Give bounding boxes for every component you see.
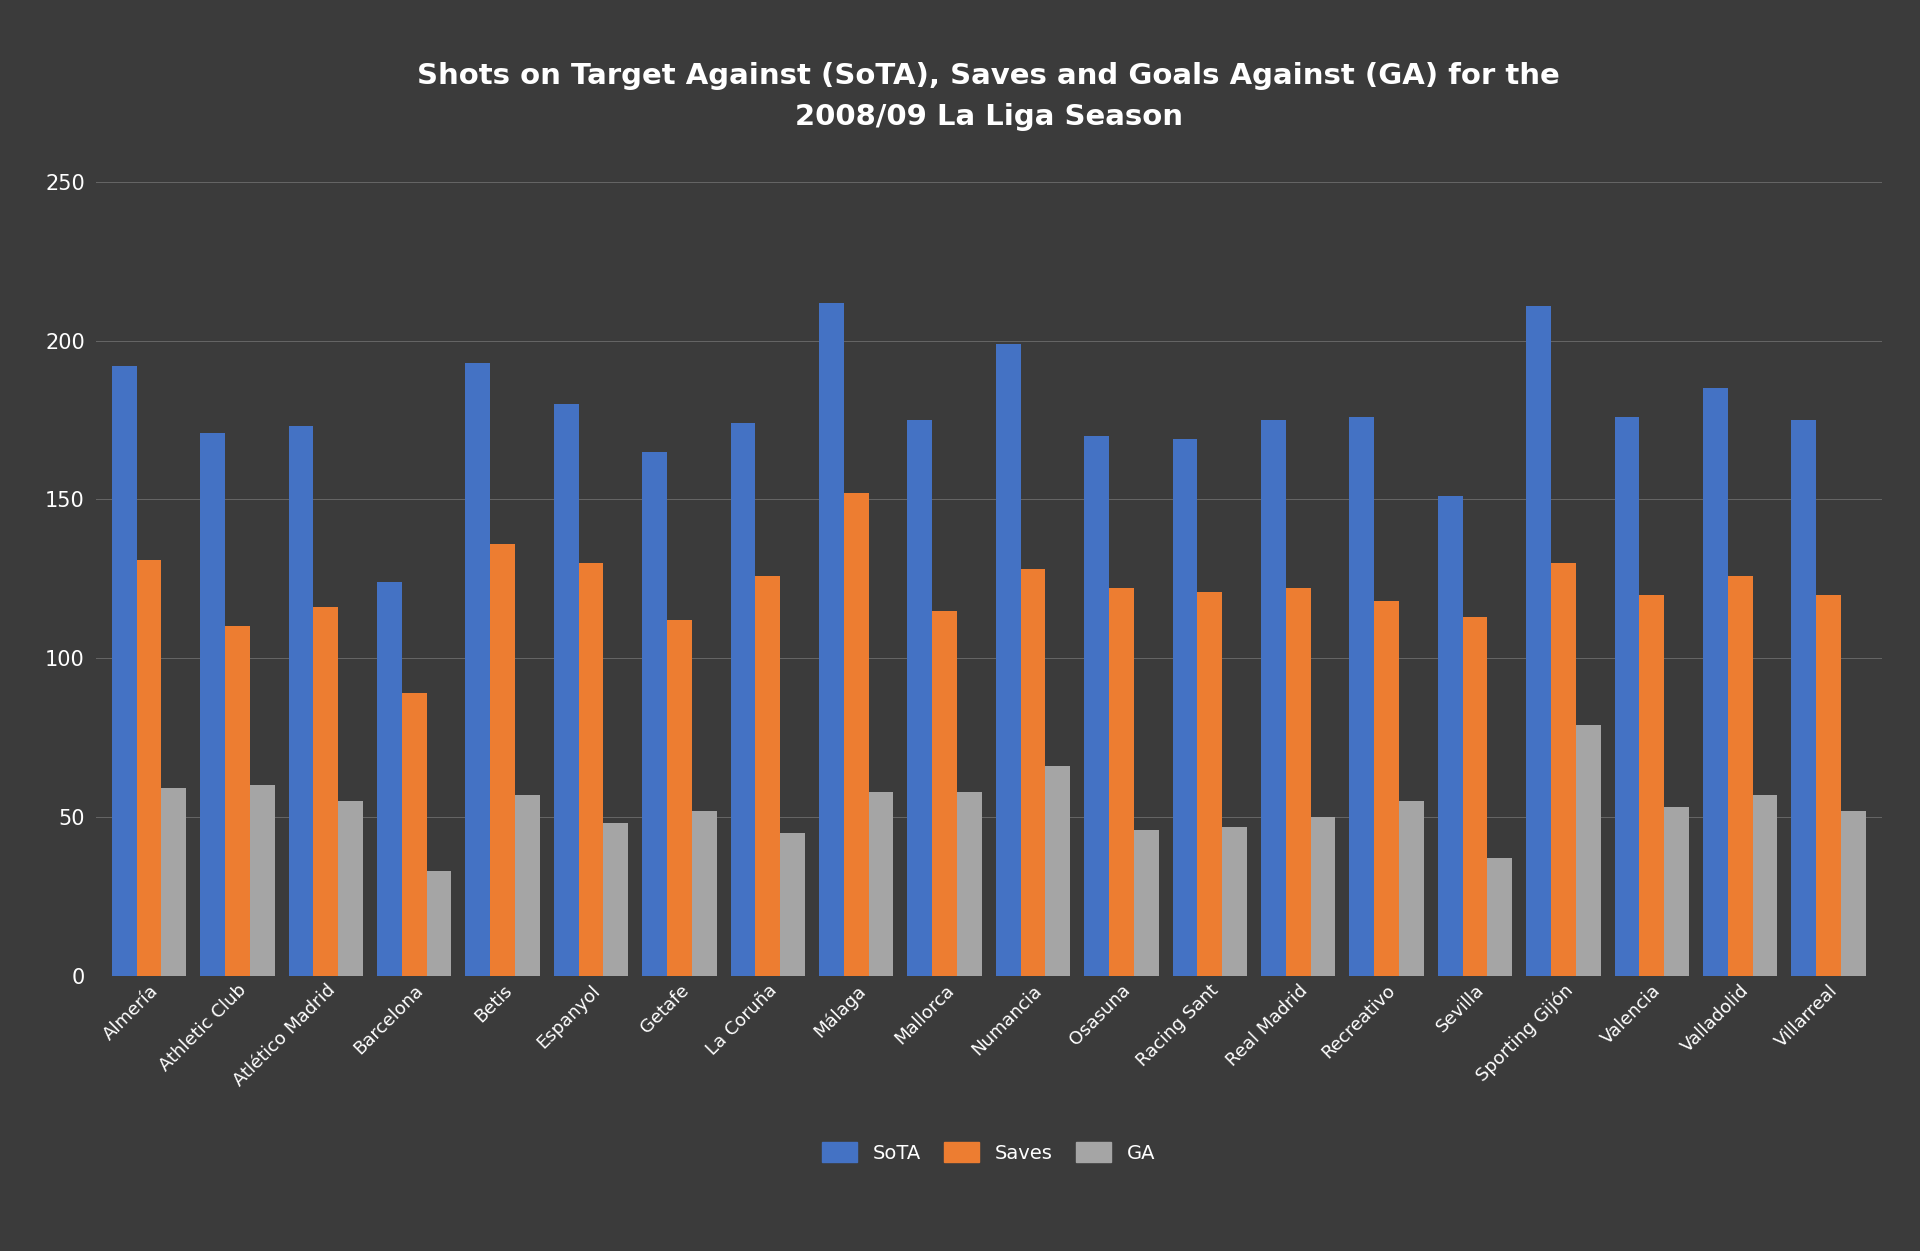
Bar xyxy=(578,563,603,976)
Bar xyxy=(1311,817,1334,976)
Bar xyxy=(1526,305,1551,976)
Bar xyxy=(1173,439,1198,976)
Bar xyxy=(1665,807,1690,976)
Bar xyxy=(250,786,275,976)
Bar xyxy=(1728,575,1753,976)
Bar xyxy=(1615,417,1640,976)
Bar xyxy=(1551,563,1576,976)
Bar xyxy=(868,792,893,976)
Bar xyxy=(515,794,540,976)
Bar xyxy=(1044,766,1069,976)
Bar xyxy=(1816,594,1841,976)
Bar xyxy=(691,811,716,976)
Bar xyxy=(338,801,363,976)
Bar xyxy=(1791,420,1816,976)
Bar xyxy=(755,575,780,976)
Bar xyxy=(1021,569,1044,976)
Bar xyxy=(603,823,628,976)
Bar xyxy=(426,871,451,976)
Bar xyxy=(956,792,981,976)
Bar xyxy=(1261,420,1286,976)
Bar xyxy=(490,544,515,976)
Bar xyxy=(401,693,426,976)
Bar xyxy=(1703,388,1728,976)
Bar xyxy=(1223,827,1246,976)
Bar xyxy=(643,452,666,976)
Legend: SoTA, Saves, GA: SoTA, Saves, GA xyxy=(812,1132,1165,1172)
Bar xyxy=(288,427,313,976)
Bar xyxy=(1198,592,1223,976)
Bar xyxy=(161,788,186,976)
Bar xyxy=(1400,801,1425,976)
Bar xyxy=(820,303,843,976)
Bar xyxy=(780,833,804,976)
Bar xyxy=(1753,794,1778,976)
Bar xyxy=(111,367,136,976)
Bar xyxy=(933,610,956,976)
Bar xyxy=(1110,588,1135,976)
Bar xyxy=(1350,417,1375,976)
Bar xyxy=(1438,497,1463,976)
Bar xyxy=(1375,600,1400,976)
Bar xyxy=(1576,724,1601,976)
Bar xyxy=(996,344,1021,976)
Bar xyxy=(843,493,868,976)
Bar xyxy=(1463,617,1488,976)
Bar xyxy=(1640,594,1665,976)
Bar xyxy=(1841,811,1866,976)
Title: Shots on Target Against (SoTA), Saves and Goals Against (GA) for the
2008/09 La : Shots on Target Against (SoTA), Saves an… xyxy=(417,61,1561,131)
Bar xyxy=(376,582,401,976)
Bar xyxy=(1135,829,1158,976)
Bar xyxy=(553,404,578,976)
Bar xyxy=(1286,588,1311,976)
Bar xyxy=(732,423,755,976)
Bar xyxy=(136,559,161,976)
Bar xyxy=(1085,435,1110,976)
Bar xyxy=(1488,858,1513,976)
Bar xyxy=(908,420,933,976)
Bar xyxy=(225,627,250,976)
Bar xyxy=(313,608,338,976)
Bar xyxy=(200,433,225,976)
Bar xyxy=(666,620,691,976)
Bar xyxy=(465,363,490,976)
